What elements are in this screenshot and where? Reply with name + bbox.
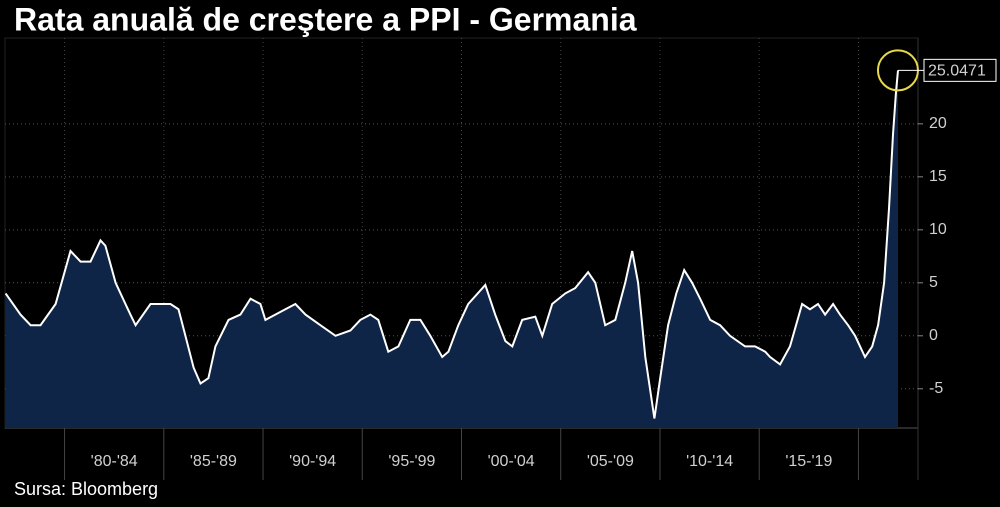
area-fill	[5, 70, 899, 429]
x-tick-label: '10-'14	[686, 453, 733, 470]
y-tick-label: 15	[929, 168, 947, 185]
y-tick-label: 5	[929, 274, 938, 291]
x-tick-label: '95-'99	[388, 453, 435, 470]
chart-title: Rata anuală de creştere a PPI - Germania	[14, 1, 637, 37]
plot: -5 0 5 10 15 20 '80-'84 '85-'89 '90-'94 '95-'99 '0…	[4, 38, 997, 480]
x-tick-label: '90-'94	[289, 453, 336, 470]
y-tick-label: 0	[929, 327, 938, 344]
value-label: 25.0471	[928, 63, 986, 80]
value-label-box	[923, 58, 997, 82]
y-tick-label: -5	[929, 380, 943, 397]
line	[4, 70, 899, 419]
source: Sursa: Bloomberg	[14, 479, 158, 499]
x-tick-label: '15-'19	[785, 453, 832, 470]
x-tick-label: '80-'84	[91, 453, 138, 470]
x-tick-label: '85-'89	[190, 453, 237, 470]
x-tick-label: '05-'09	[587, 453, 634, 470]
y-tick-label: 20	[929, 115, 947, 132]
x-tick-label: '00-'04	[488, 453, 535, 470]
y-tick-label: 10	[929, 221, 947, 238]
